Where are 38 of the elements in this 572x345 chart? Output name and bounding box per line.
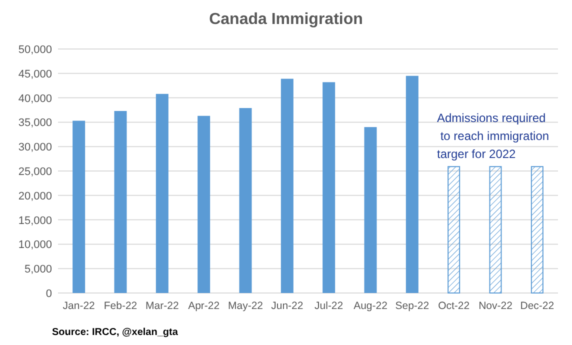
- y-tick-label: 35,000: [18, 117, 52, 130]
- x-tick-label: Jan-22: [62, 300, 96, 312]
- bar: [322, 82, 336, 293]
- x-tick-label: May-22: [228, 300, 264, 312]
- bar: [156, 94, 168, 293]
- y-tick-label: 20,000: [18, 190, 52, 202]
- x-tick-label: Oct-22: [438, 300, 470, 312]
- x-tick-label: Sep-22: [395, 300, 430, 312]
- bar: [72, 120, 86, 293]
- bar: [489, 166, 502, 294]
- x-tick-label: Nov-22: [478, 300, 513, 312]
- y-tick-label: 30,000: [18, 142, 52, 154]
- bar: [198, 116, 210, 293]
- bar: [280, 78, 294, 293]
- x-tick-label: Jun-22: [271, 300, 304, 312]
- y-tick-label: 25,000: [18, 166, 52, 178]
- source-note: Source: IRCC, @xelan_gta: [52, 327, 178, 338]
- annotation: Admissions required to reach immigration targer for 2022: [437, 111, 550, 161]
- x-tick-label: Feb-22: [104, 300, 138, 312]
- bar: [406, 76, 418, 293]
- y-tick-label: 5,000: [24, 264, 52, 276]
- bar: [239, 108, 252, 293]
- y-tick-label: 15,000: [18, 214, 52, 227]
- chart-title: Canada Immigration: [209, 11, 363, 28]
- bar: [364, 127, 377, 293]
- x-tick-label: Aug-22: [354, 300, 388, 312]
- x-tick-label: Mar-22: [146, 300, 179, 312]
- y-tick-label: 45,000: [18, 68, 52, 80]
- bar: [448, 166, 460, 294]
- x-tick-label: Apr-22: [188, 300, 220, 312]
- bar: [114, 110, 127, 293]
- x-tick-label: Dec-22: [520, 300, 554, 312]
- y-tick-label: 0: [46, 288, 52, 300]
- y-tick-label: 10,000: [18, 239, 52, 252]
- y-tick-label: 50,000: [18, 44, 52, 56]
- y-tick-label: 40,000: [18, 92, 52, 105]
- x-tick-label: Jul-22: [314, 300, 344, 312]
- bar: [530, 166, 544, 294]
